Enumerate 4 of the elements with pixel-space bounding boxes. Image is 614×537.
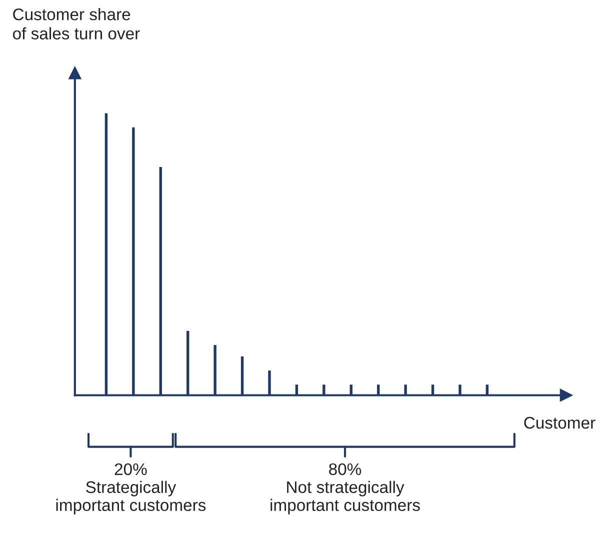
text: 20% Strategically important customers [56,463,206,514]
text: 80% Not strategically important customers [270,463,420,514]
x-axis-title: Customer [524,416,596,429]
y-axis-title: Customer share of sales turn over [12,8,140,40]
